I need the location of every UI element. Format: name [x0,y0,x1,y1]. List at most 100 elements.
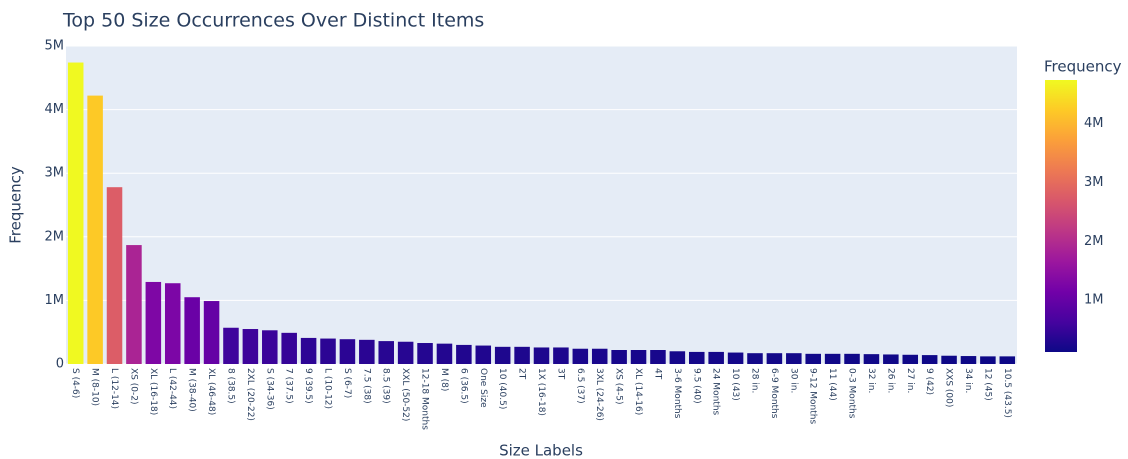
y-tick-label: 0 [56,357,64,372]
colorbar-tick-label: 3M [1084,175,1104,190]
x-tick-label: 1X (16-18) [536,368,546,416]
y-tick-label: 4M [45,102,65,117]
x-tick-label: XL (46-48) [206,368,216,415]
x-tick-label: 0-3 Months [847,368,857,419]
bar [339,339,356,364]
x-tick-label: 34 in. [963,368,973,393]
bar [553,347,569,364]
bar [359,339,375,364]
x-tick-label: 3XL (24-26) [594,368,604,421]
x-tick-label: 9-12 Months [808,368,818,424]
bar [863,354,880,364]
bar [591,348,608,364]
bar [883,354,899,364]
colorbar-title: Frequency [1044,58,1122,76]
x-tick-label: 7.5 (38) [361,368,371,404]
bar [999,356,1016,364]
bar [805,353,821,364]
bar [417,343,433,364]
x-tick-label: 7 (37.5) [284,368,294,404]
x-tick-label: 3-6 Months [672,368,682,419]
x-tick-label: 10 (43) [730,368,740,401]
x-tick-label: 4T [652,368,662,380]
bar [980,356,996,364]
x-tick-label: S (34-36) [264,368,274,410]
x-tick-label: 6 (36.5) [458,368,468,404]
x-tick-label: 24 Months [711,368,721,416]
colorbar [1045,80,1077,352]
x-tick-label: M (8-10) [90,368,100,406]
x-tick-label: 2XL (20-22) [245,368,255,421]
bar [281,332,297,364]
bar [727,352,744,364]
x-tick-label: XXS (00) [944,368,954,407]
bar [611,350,627,364]
bar [320,338,336,364]
x-tick-label: L (10-12) [323,368,333,409]
x-tick-label: XL (14-16) [633,368,643,415]
bar [456,344,472,364]
x-tick-label: 10.5 (43.5) [1002,368,1012,418]
y-tick-label: 2M [45,229,65,244]
bar [145,281,162,364]
x-axis-title: Size Labels [499,442,583,459]
colorbar-tick-label: 1M [1084,293,1104,308]
x-tick-label: L (12-14) [109,368,119,409]
colorbar-tick-label: 4M [1084,116,1104,131]
x-tick-label: XXL (50-52) [400,368,410,421]
bar [669,351,686,364]
plot-area [66,46,1017,364]
x-tick-label: 8 (38.5) [225,368,235,404]
x-tick-label: S (6-7) [342,368,352,398]
bar [494,346,511,364]
bar [164,283,181,364]
chart-title: Top 50 Size Occurrences Over Distinct It… [62,10,484,32]
bar [921,355,938,364]
y-tick-label: 1M [45,293,65,308]
x-tick-label: S (4-6) [70,368,80,398]
x-tick-label: 3T [555,368,565,380]
bar [824,353,841,364]
x-tick-label: 12 (45) [982,368,992,401]
bar [572,348,589,364]
x-tick-label: M (38-40) [187,368,197,412]
x-tick-label: 26 in. [885,368,895,393]
bar [436,343,453,364]
bar [902,354,919,364]
bar [689,351,705,364]
x-tick-label: 10 (40.5) [497,368,507,409]
x-tick-label: XS (4-5) [614,368,624,404]
x-tick-label: 9.5 (40) [691,368,701,404]
bar [203,301,220,364]
bar [786,353,802,364]
bar [708,351,724,364]
x-tick-label: 8.5 (39) [381,368,391,404]
bar [242,329,259,364]
bar [514,346,530,364]
x-tick-label: 28 in. [749,368,759,393]
bar [262,330,278,364]
bar [533,347,550,364]
bar [844,353,860,364]
y-axis-title: Frequency [7,166,25,244]
bar [941,355,957,364]
bar [184,297,200,364]
bar [67,62,84,364]
x-tick-label: One Size [478,368,488,408]
bar [378,341,394,364]
bar [747,353,763,364]
x-tick-label: 9 (42) [924,368,934,395]
bar [397,341,414,364]
x-tick-label: XS (0-2) [128,368,138,404]
colorbar-tick-label: 2M [1084,234,1104,249]
x-tick-label: 9 (39.5) [303,368,313,404]
bar [126,245,142,364]
bar [300,337,317,364]
bar [630,350,647,364]
y-tick-label: 5M [45,39,65,54]
x-tick-label: 11 (44) [827,368,837,401]
x-tick-label: L (42-44) [167,368,177,409]
bar [650,350,666,364]
x-tick-label: 30 in. [788,368,798,393]
x-tick-label: 32 in. [866,368,876,393]
